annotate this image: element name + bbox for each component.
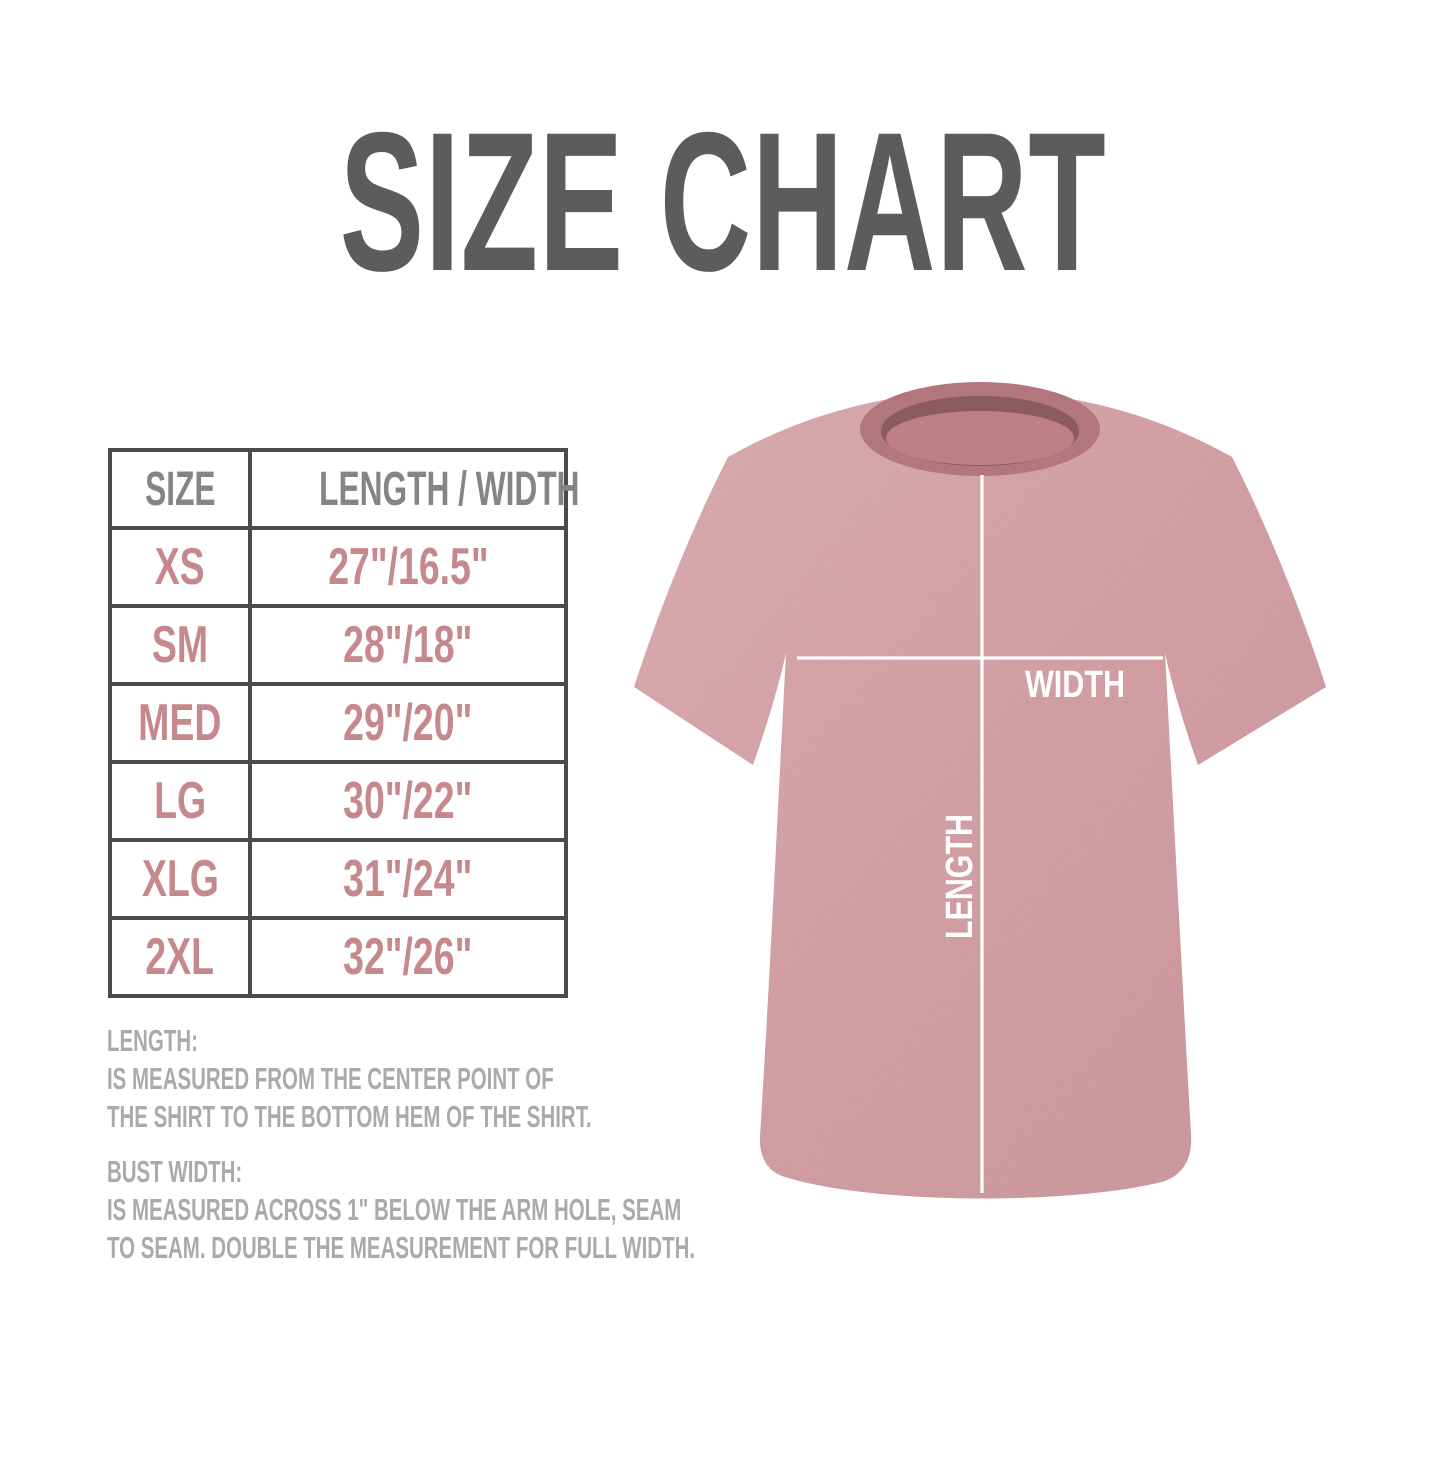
length-note-line: THE SHIRT TO THE BOTTOM HEM OF THE SHIRT… bbox=[107, 1099, 592, 1134]
width-label: WIDTH bbox=[1025, 664, 1125, 706]
size-cell: 2XL bbox=[108, 916, 252, 998]
page-title-text: SIZE CHART bbox=[339, 91, 1106, 312]
length-note-line: IS MEASURED FROM THE CENTER POINT OF bbox=[107, 1061, 554, 1096]
collar-back-fabric bbox=[886, 411, 1074, 465]
measurement-value: 29"/20" bbox=[343, 694, 473, 752]
measurement-cell: 29"/20" bbox=[248, 682, 568, 764]
size-value: XLG bbox=[141, 850, 219, 908]
size-cell: MED bbox=[108, 682, 252, 764]
bust-width-note-heading: BUST WIDTH: bbox=[107, 1154, 243, 1189]
measurement-cell: 28"/18" bbox=[248, 604, 568, 686]
measurement-notes: LENGTH: IS MEASURED FROM THE CENTER POIN… bbox=[107, 1022, 998, 1284]
length-note: LENGTH: IS MEASURED FROM THE CENTER POIN… bbox=[107, 1022, 998, 1136]
length-note-heading: LENGTH: bbox=[107, 1023, 198, 1058]
size-value: XS bbox=[155, 538, 205, 596]
table-row: 2XL 32"/26" bbox=[108, 916, 568, 998]
size-value: 2XL bbox=[145, 928, 215, 986]
size-cell: SM bbox=[108, 604, 252, 686]
table-row: XLG 31"/24" bbox=[108, 838, 568, 920]
measurement-value: 30"/22" bbox=[343, 772, 473, 830]
bust-width-note-line: IS MEASURED ACROSS 1" BELOW THE ARM HOLE… bbox=[107, 1192, 682, 1227]
size-value: SM bbox=[151, 616, 209, 674]
size-cell: LG bbox=[108, 760, 252, 842]
header-measurement-label: LENGTH / WIDTH bbox=[319, 462, 580, 516]
header-size-label: SIZE bbox=[144, 462, 216, 516]
page-title: SIZE CHART bbox=[0, 103, 1445, 301]
bust-width-note: BUST WIDTH: IS MEASURED ACROSS 1" BELOW … bbox=[107, 1153, 998, 1267]
measurement-cell: 32"/26" bbox=[248, 916, 568, 998]
measurement-cell: 30"/22" bbox=[248, 760, 568, 842]
tshirt-heather-texture bbox=[634, 391, 1326, 1199]
table-row: LG 30"/22" bbox=[108, 760, 568, 842]
measurement-value: 32"/26" bbox=[343, 928, 473, 986]
measurement-value: 31"/24" bbox=[343, 850, 473, 908]
tshirt-measurement-diagram: WIDTH LENGTH bbox=[634, 382, 1326, 1199]
measurement-value: 27"/16.5" bbox=[327, 538, 489, 596]
size-value: MED bbox=[138, 694, 222, 752]
measurement-cell: 31"/24" bbox=[248, 838, 568, 920]
table-row: XS 27"/16.5" bbox=[108, 526, 568, 608]
tshirt-image bbox=[634, 382, 1326, 1199]
measurement-cell: 27"/16.5" bbox=[248, 526, 568, 608]
size-cell: XLG bbox=[108, 838, 252, 920]
table-row: SM 28"/18" bbox=[108, 604, 568, 686]
size-table-header-row: SIZE LENGTH / WIDTH bbox=[108, 448, 580, 530]
size-cell: XS bbox=[108, 526, 252, 608]
length-label: LENGTH bbox=[939, 814, 981, 939]
size-table: SIZE LENGTH / WIDTH XS 27"/16.5" SM 28"/… bbox=[108, 448, 580, 998]
table-row: MED 29"/20" bbox=[108, 682, 568, 764]
bust-width-note-line: TO SEAM. DOUBLE THE MEASUREMENT FOR FULL… bbox=[107, 1230, 696, 1265]
header-cell-measurement: LENGTH / WIDTH bbox=[248, 448, 580, 530]
size-value: LG bbox=[154, 772, 206, 830]
header-cell-size: SIZE bbox=[108, 448, 252, 530]
measurement-value: 28"/18" bbox=[343, 616, 473, 674]
